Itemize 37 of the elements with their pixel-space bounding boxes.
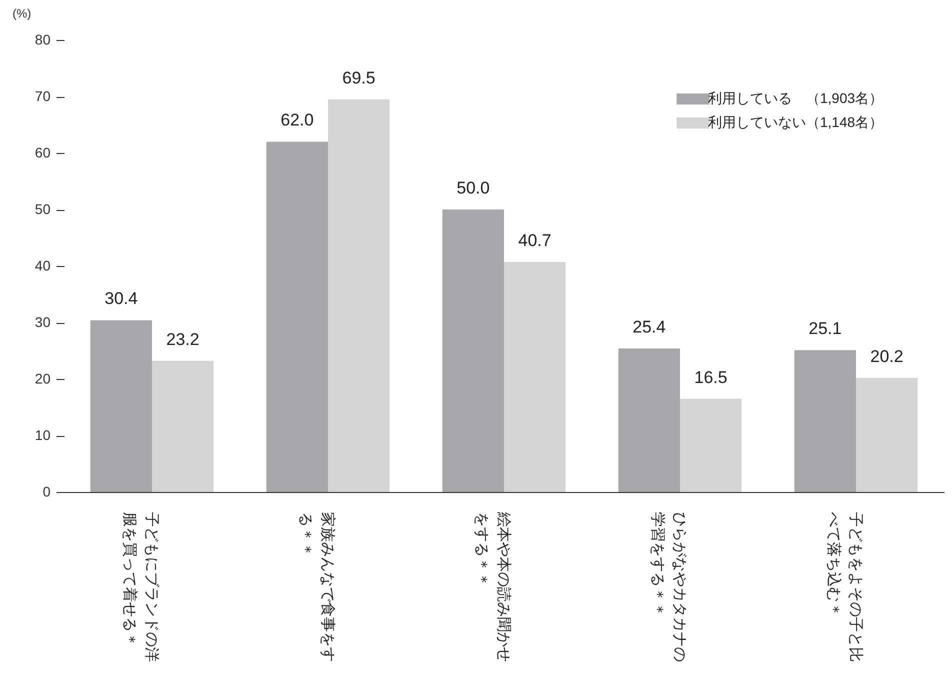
y-tick-label: 80 (34, 32, 51, 48)
bar (680, 398, 742, 492)
y-tick-label: 20 (34, 370, 51, 386)
bar (90, 320, 152, 492)
data-label: 23.2 (166, 330, 200, 349)
x-tick-label: ひらがなやカタカナの学習をする＊＊ (649, 512, 689, 662)
y-tick-label: 30 (34, 314, 51, 330)
bar (266, 142, 328, 492)
data-label: 16.5 (694, 368, 728, 387)
x-tick-label: 子どもをよその子と比べて落ち込む＊ (825, 512, 865, 662)
bar (794, 350, 856, 492)
x-tick-label: 子どもにブランドの洋服を買って着せる＊ (121, 512, 161, 662)
data-label: 40.7 (518, 231, 552, 250)
bar (442, 210, 504, 492)
bar (504, 262, 566, 492)
data-label: 25.1 (808, 319, 842, 338)
y-tick-label: 70 (34, 88, 51, 104)
data-label: 69.5 (342, 68, 376, 88)
bar (618, 348, 680, 492)
legend-label: 利用していない（1,148名） (708, 114, 884, 130)
data-label: 25.4 (632, 317, 666, 336)
x-tick-label: 絵本や本の読み聞かせをする＊＊ (473, 511, 513, 662)
data-label: 62.0 (280, 110, 314, 130)
bar (856, 378, 918, 492)
y-tick-label: 40 (34, 258, 51, 274)
y-tick-label: 60 (34, 144, 51, 160)
y-tick-label: 50 (34, 201, 51, 217)
bar (152, 360, 214, 492)
legend-label: 利用している （1,903名） (708, 90, 884, 106)
x-tick-label: 家族みんなで食事をする＊＊ (297, 512, 337, 662)
data-label: 30.4 (104, 289, 138, 308)
y-tick-label: 10 (34, 427, 51, 443)
y-axis-title: (%) (12, 6, 32, 20)
bar (328, 99, 390, 492)
y-tick-label: 0 (42, 484, 51, 500)
data-label: 20.2 (870, 346, 904, 366)
data-label: 50.0 (456, 178, 490, 198)
